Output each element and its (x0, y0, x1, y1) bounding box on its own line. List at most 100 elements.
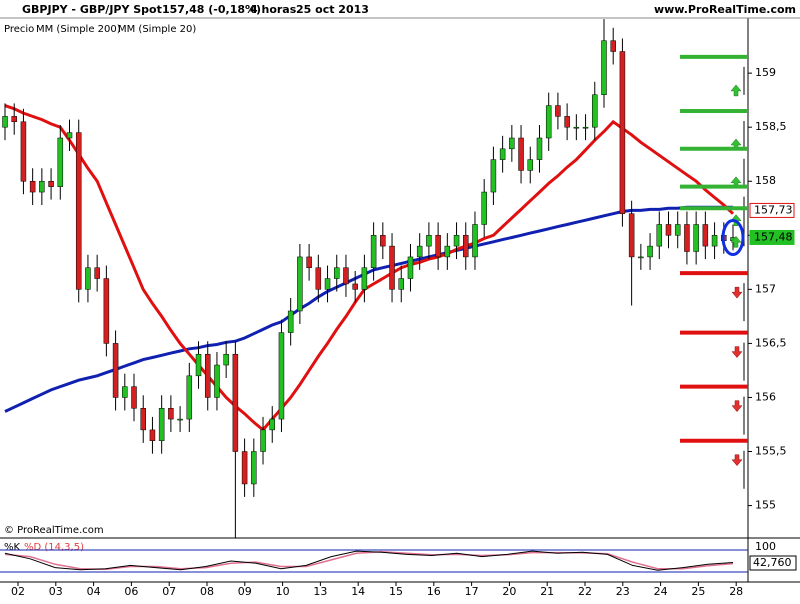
candle-body (582, 126, 589, 129)
x-tick-label: 08 (200, 585, 214, 598)
candle-body (398, 278, 405, 290)
candle-body (628, 213, 635, 258)
candle-body (610, 40, 616, 52)
candle-body (122, 386, 128, 398)
stoch-k (4, 550, 734, 571)
candle-body (195, 353, 202, 377)
candle-body (472, 224, 478, 258)
site: www.ProRealTime.com (654, 3, 796, 16)
candle-body (186, 375, 193, 420)
x-tick-label: 14 (351, 585, 365, 598)
candle-body (426, 235, 432, 247)
stoch-d-label: %D (14,3,5) (24, 542, 84, 553)
candle-body (287, 310, 294, 333)
stoch-tick-label: 100 (755, 540, 776, 553)
candle-body (370, 235, 377, 268)
y-tick-label: 156,5 (755, 336, 787, 349)
price-label: Precio (4, 24, 34, 35)
candle-body (481, 191, 487, 225)
candle-body (711, 235, 718, 247)
candle-body (2, 116, 8, 128)
candle-body (656, 224, 663, 247)
stoch-last-label: 42,760 (753, 556, 792, 569)
candle-body (693, 224, 699, 252)
candle-body (518, 137, 524, 171)
candle-body (638, 256, 644, 259)
candle-body (112, 343, 119, 398)
x-tick-label: 24 (654, 585, 668, 598)
y-tick-label: 155,5 (755, 445, 787, 458)
candle-body (647, 245, 653, 258)
candle-body (333, 267, 340, 279)
candle-body (702, 224, 709, 247)
candle-body (509, 137, 515, 150)
candle-body (463, 235, 469, 258)
candle-body (545, 105, 552, 139)
candle-body (499, 148, 506, 160)
x-tick-label: 15 (389, 585, 403, 598)
candle-body (251, 451, 257, 485)
candle-body (343, 267, 349, 285)
x-tick-label: 25 (691, 585, 705, 598)
x-tick-label: 21 (540, 585, 554, 598)
candle-body (57, 137, 64, 187)
stoch-d (4, 551, 734, 571)
down-arrow (731, 286, 743, 299)
date: 25 oct 2013 (296, 3, 369, 16)
candle-body (352, 283, 358, 290)
candle-body (490, 159, 497, 193)
highlight (721, 218, 745, 256)
candle-body (315, 267, 322, 290)
candle-body (103, 278, 110, 344)
candle-body (85, 267, 91, 290)
x-tick-label: 04 (87, 585, 101, 598)
x-tick-label: 09 (238, 585, 252, 598)
y-tick-label: 158,5 (755, 120, 787, 133)
price-tag-label: 157,73 (754, 203, 793, 216)
candle-body (389, 245, 395, 290)
x-tick-label: 02 (11, 585, 25, 598)
candle-body (592, 94, 598, 128)
price-tag (749, 229, 795, 245)
x-tick-label: 10 (276, 585, 290, 598)
moving-average (4, 104, 735, 432)
candle-body (140, 408, 146, 431)
up-arrow (730, 84, 742, 97)
candle-body (573, 126, 580, 129)
candle-body (241, 451, 248, 485)
candle-body (306, 256, 312, 268)
legend-entry: MM (Simple 200) (36, 24, 121, 35)
price-tag-label: 157,48 (754, 230, 793, 243)
candle-body (564, 116, 570, 128)
candle-body (407, 256, 414, 279)
x-tick-label: 16 (427, 585, 441, 598)
legend-entry: MM (Simple 20) (118, 24, 196, 35)
candle-body (453, 235, 460, 247)
candle-body (29, 180, 36, 193)
price: 157,48 (-0,18%) (162, 3, 261, 16)
candle-body (204, 353, 211, 398)
y-tick-label: 158 (755, 174, 776, 187)
up-arrow (730, 235, 742, 248)
candle-body (361, 267, 368, 290)
down-arrow (731, 346, 743, 358)
y-tick-label: 155 (755, 499, 776, 512)
candle-body (278, 332, 285, 420)
candle-body (527, 159, 534, 171)
candle-body (297, 256, 303, 312)
candle-body (536, 137, 543, 160)
candle-body (555, 105, 561, 117)
candle-body (619, 51, 626, 214)
candle-body (177, 418, 183, 421)
stoch-k-label: %K (4, 542, 21, 553)
candle-body (435, 235, 441, 258)
candle-body (684, 224, 690, 252)
stoch-tag (749, 555, 797, 571)
candle-body (665, 224, 672, 236)
y-tick-label: 159 (755, 66, 776, 79)
candle-body (380, 235, 386, 247)
x-tick-label: 28 (729, 585, 743, 598)
